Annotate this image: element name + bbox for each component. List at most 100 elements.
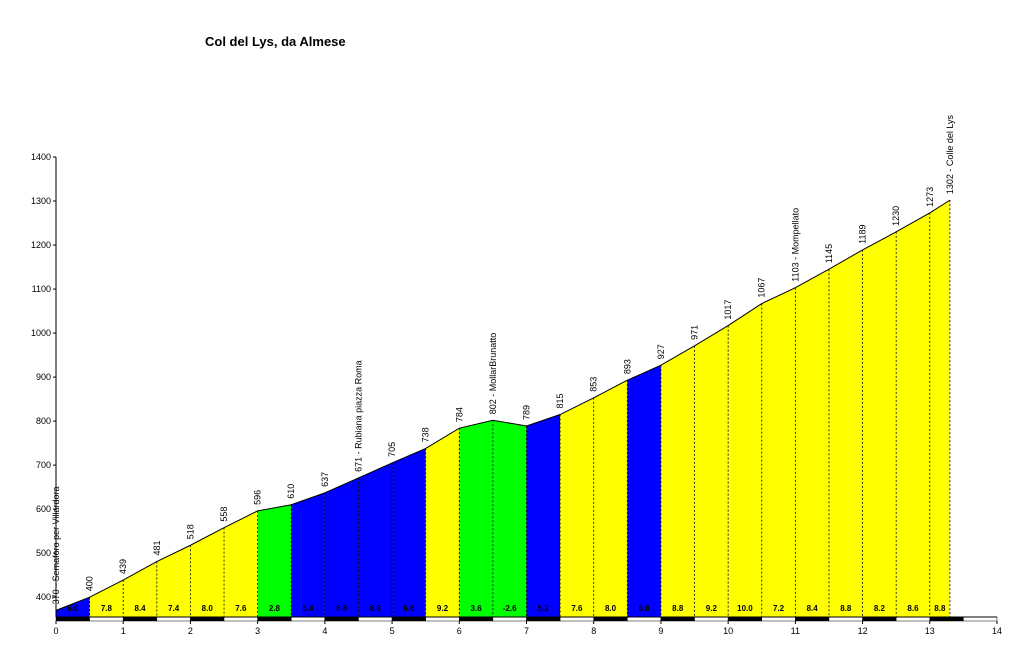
gradient-label: 8.8 — [840, 604, 852, 613]
point-label: 971 — [690, 325, 700, 340]
y-tick-label: 400 — [36, 592, 51, 602]
point-label: 1230 — [891, 206, 901, 226]
y-tick-label: 900 — [36, 372, 51, 382]
profile-segment — [560, 397, 594, 617]
gradient-label: 6.8 — [639, 604, 651, 613]
y-tick-label: 1300 — [31, 196, 51, 206]
gradient-label: 6.8 — [336, 604, 348, 613]
km-bar — [190, 616, 225, 622]
point-label: 853 — [589, 377, 599, 392]
profile-segment — [761, 287, 796, 617]
profile-segment — [425, 428, 460, 617]
km-bar — [627, 616, 662, 622]
chart-title: Col del Lys, da Almese — [205, 34, 346, 49]
km-bar — [291, 616, 326, 622]
gradient-label: 7.4 — [168, 604, 180, 613]
point-label: 1067 — [757, 278, 767, 298]
x-tick-label: 3 — [255, 626, 260, 636]
gradient-label: 9.2 — [437, 604, 449, 613]
x-tick-label: 0 — [53, 626, 58, 636]
x-tick-label: 14 — [992, 626, 1002, 636]
profile-segment — [828, 249, 863, 618]
gradient-label: 2.8 — [269, 604, 281, 613]
km-bar — [761, 616, 796, 622]
x-tick-label: 2 — [188, 626, 193, 636]
gradient-label: 9.2 — [706, 604, 718, 613]
km-bar — [122, 616, 158, 622]
gradient-label: 8.0 — [202, 604, 214, 613]
gradient-label: 8.2 — [874, 604, 886, 613]
point-label: 481 — [152, 541, 162, 556]
profile-segment — [156, 545, 191, 617]
profile-segment — [492, 420, 527, 617]
km-bar — [425, 616, 460, 622]
gradient-label: 7.6 — [235, 604, 247, 613]
profile-segment — [257, 504, 292, 617]
km-bar — [727, 616, 763, 622]
point-label: 1017 — [723, 300, 733, 320]
gradient-label: 5.2 — [538, 604, 550, 613]
km-bar — [324, 616, 359, 622]
gradient-label: 6.0 — [67, 604, 79, 613]
y-tick-label: 600 — [36, 504, 51, 514]
profile-segment — [627, 365, 661, 617]
gradient-label: 3.6 — [471, 604, 483, 613]
km-bar — [828, 616, 863, 622]
point-label: 610 — [286, 484, 296, 499]
gradient-label: 8.0 — [605, 604, 617, 613]
km-bar — [660, 616, 695, 622]
profile-segment — [56, 597, 90, 617]
gradient-label: 8.8 — [934, 604, 946, 613]
y-tick-label: 1100 — [32, 284, 51, 294]
point-label: 815 — [555, 393, 565, 408]
y-tick-label: 500 — [36, 548, 51, 558]
profile-segment — [190, 527, 225, 617]
gradient-label: 8.8 — [672, 604, 684, 613]
profile-segment — [862, 231, 897, 618]
x-tick-label: 11 — [791, 626, 800, 636]
gradient-label: 8.4 — [807, 604, 819, 613]
x-tick-label: 13 — [925, 626, 935, 636]
gradient-label: 7.8 — [101, 604, 113, 613]
y-tick-label: 800 — [36, 416, 51, 426]
y-tick-label: 700 — [36, 460, 51, 470]
x-tick-label: 7 — [524, 626, 529, 636]
gradient-label: 8.6 — [907, 604, 919, 613]
point-label: 927 — [656, 344, 666, 359]
km-bar — [459, 616, 494, 622]
profile-segment — [224, 510, 258, 617]
point-label: 596 — [253, 490, 263, 505]
profile-segment — [358, 462, 393, 617]
km-bar — [526, 616, 561, 622]
x-tick-label: 5 — [390, 626, 395, 636]
profile-segment — [291, 492, 325, 617]
profile-line — [55, 199, 951, 611]
profile-segment — [392, 448, 426, 617]
km-bar — [391, 616, 426, 622]
profile-segment — [89, 580, 124, 617]
point-label: 1189 — [858, 225, 868, 244]
x-tick-label: 9 — [658, 626, 663, 636]
x-tick-label: 8 — [591, 626, 596, 636]
profile-segment — [694, 325, 729, 617]
x-tick-label: 4 — [322, 626, 327, 636]
point-label: 802 - MollarBrunatto — [488, 333, 498, 415]
y-tick-label: 1200 — [31, 240, 51, 250]
profile-segment — [728, 303, 762, 617]
km-bar — [963, 616, 998, 622]
km-bar — [559, 616, 594, 622]
profile-segment — [929, 200, 950, 617]
profile-segment — [795, 269, 829, 617]
point-label: 789 — [522, 405, 532, 420]
y-tick-label: 1400 — [31, 152, 51, 162]
gradient-label: 8.4 — [134, 604, 146, 613]
point-label: 893 — [622, 359, 632, 374]
km-bar — [156, 616, 191, 622]
x-tick-label: 1 — [121, 626, 126, 636]
profile-segment — [459, 420, 493, 617]
point-label: 1302 - Colle del Lys — [945, 114, 955, 194]
km-bar — [862, 616, 897, 622]
point-label: 1103 - Mompellato — [790, 208, 800, 282]
point-label: 671 - Rubiana piazza Roma — [353, 360, 363, 472]
